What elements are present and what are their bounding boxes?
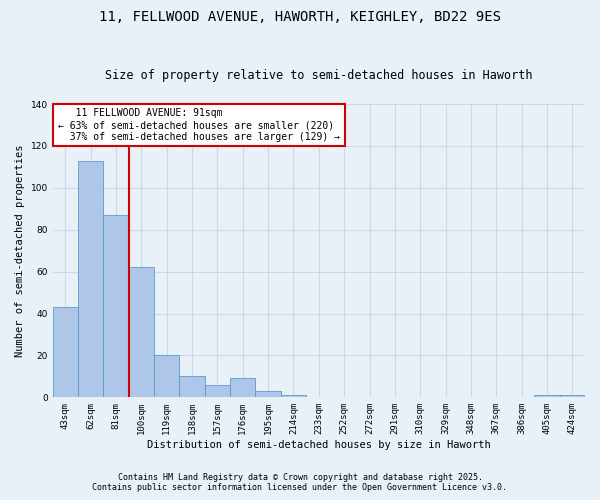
- Bar: [560, 395, 585, 398]
- Bar: [53, 307, 78, 398]
- Text: 11, FELLWOOD AVENUE, HAWORTH, KEIGHLEY, BD22 9ES: 11, FELLWOOD AVENUE, HAWORTH, KEIGHLEY, …: [99, 10, 501, 24]
- Bar: [535, 395, 560, 398]
- Bar: [281, 395, 306, 398]
- Title: Size of property relative to semi-detached houses in Haworth: Size of property relative to semi-detach…: [105, 69, 533, 82]
- Bar: [230, 378, 256, 398]
- Text: 11 FELLWOOD AVENUE: 91sqm
← 63% of semi-detached houses are smaller (220)
  37% : 11 FELLWOOD AVENUE: 91sqm ← 63% of semi-…: [58, 108, 340, 142]
- Bar: [129, 268, 154, 398]
- Text: Contains HM Land Registry data © Crown copyright and database right 2025.
Contai: Contains HM Land Registry data © Crown c…: [92, 473, 508, 492]
- Bar: [78, 160, 103, 398]
- Bar: [179, 376, 205, 398]
- X-axis label: Distribution of semi-detached houses by size in Haworth: Distribution of semi-detached houses by …: [147, 440, 491, 450]
- Y-axis label: Number of semi-detached properties: Number of semi-detached properties: [15, 144, 25, 357]
- Bar: [154, 356, 179, 398]
- Bar: [205, 385, 230, 398]
- Bar: [256, 391, 281, 398]
- Bar: [103, 215, 129, 398]
